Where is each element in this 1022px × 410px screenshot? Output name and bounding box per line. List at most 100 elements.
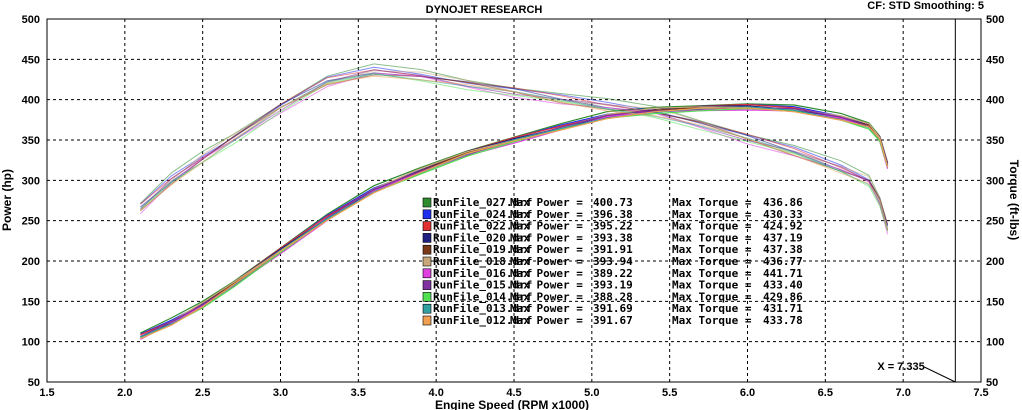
x-tick-label: 2.0	[117, 387, 132, 399]
y-axis-label-right: Torque (ft-lbs)	[1007, 160, 1021, 240]
legend-swatch	[422, 221, 432, 231]
legend-max-power: 395.22	[593, 220, 633, 233]
legend-max-torque: 437.38	[763, 243, 803, 256]
cursor-readout: X = 7.335	[877, 361, 924, 373]
y-tick-label-right: 150	[986, 296, 1004, 308]
legend-series-name: RunFile_027.drf	[433, 196, 532, 209]
legend-swatch	[422, 303, 432, 314]
legend-power-label: Max Power =	[510, 243, 583, 256]
y-tick-label-right: 50	[986, 377, 998, 389]
legend-torque-label: Max Torque =	[672, 208, 752, 221]
legend-max-torque: 441.71	[763, 267, 803, 280]
grid-lines	[47, 19, 981, 382]
legend-series-name: RunFile_012.drf	[433, 314, 532, 327]
legend-torque-label: Max Torque =	[672, 243, 752, 256]
legend-max-torque: 433.78	[763, 314, 803, 327]
legend-max-power: 400.73	[593, 196, 633, 209]
legend-max-power: 393.38	[593, 231, 633, 244]
legend-max-torque: 424.92	[763, 220, 803, 233]
legend-power-label: Max Power =	[510, 208, 583, 221]
legend-power-label: Max Power =	[510, 290, 583, 303]
legend-series-name: RunFile_015.drf	[433, 279, 532, 292]
legend-series-name: RunFile_022.drf	[433, 220, 532, 233]
legend-power-label: Max Power =	[510, 314, 583, 327]
torque-curve	[140, 72, 889, 235]
legend-power-label: Max Power =	[510, 267, 583, 280]
legend-power-label: Max Power =	[510, 255, 583, 268]
legend-swatch	[422, 292, 432, 302]
legend-series-name: RunFile_014.drf	[433, 290, 532, 303]
legend-torque-label: Max Torque =	[672, 255, 752, 268]
x-tick-label: 3.0	[273, 387, 288, 399]
cursor-marker[interactable]: X = 7.335	[877, 19, 956, 383]
y-tick-label-left: 200	[22, 256, 40, 268]
y-tick-label-left: 450	[22, 54, 40, 66]
x-tick-label: 5.0	[584, 387, 599, 399]
cursor-pointer	[924, 366, 956, 383]
x-tick-label: 2.5	[195, 387, 210, 399]
y-tick-label-right: 200	[986, 256, 1004, 268]
y-tick-label-left: 250	[22, 216, 40, 228]
y-axis-label-left: Power (hp)	[0, 169, 14, 231]
legend-max-power: 391.67	[593, 314, 633, 327]
y-tick-label-left: 50	[28, 377, 40, 389]
legend-torque-label: Max Torque =	[672, 314, 752, 327]
x-tick-label: 3.5	[351, 387, 366, 399]
x-axis-label: Engine Speed (RPM x1000)	[435, 398, 589, 410]
legend-torque-label: Max Torque =	[672, 290, 752, 303]
y-tick-label-left: 150	[22, 296, 40, 308]
legend-max-torque: 433.40	[763, 279, 803, 292]
legend-swatch	[422, 315, 432, 326]
legend-swatch	[422, 280, 432, 290]
x-tick-label: 4.5	[506, 387, 521, 399]
legend-max-torque: 430.33	[763, 208, 803, 221]
x-tick-label: 7.5	[973, 387, 988, 399]
x-tick-label: 4.0	[429, 387, 444, 399]
legend-power-label: Max Power =	[510, 220, 583, 233]
torque-curve	[140, 75, 889, 230]
legend-swatch	[422, 256, 432, 267]
x-tick-label: 5.5	[662, 387, 677, 399]
legend-max-power: 391.91	[593, 243, 633, 256]
legend-max-power: 393.94	[593, 255, 633, 268]
y-tick-label-right: 300	[986, 175, 1004, 187]
legend-power-label: Max Power =	[510, 279, 583, 292]
legend-max-power: 396.38	[593, 208, 633, 221]
y-tick-labels-left: 50 100 150 200 250 300 350 400 450 500	[22, 14, 40, 389]
legend-torque-label: Max Torque =	[672, 231, 752, 244]
legend-max-torque: 437.19	[763, 231, 803, 244]
legend-power-label: Max Power =	[510, 196, 583, 209]
legend-torque-label: Max Torque =	[672, 279, 752, 292]
legend-torque-label: Max Torque =	[672, 220, 752, 233]
y-tick-label-left: 500	[22, 14, 40, 26]
legend-series-name: RunFile_013.drf	[433, 302, 532, 315]
y-tick-label-left: 300	[22, 175, 40, 187]
legend-swatch	[422, 244, 432, 255]
legend-swatch	[422, 197, 432, 208]
y-tick-label-right: 400	[986, 95, 1004, 107]
legend-swatch	[422, 268, 432, 279]
legend-max-power: 389.22	[593, 267, 633, 280]
y-tick-labels-right: 50 100 150 200 250 300 350 400 450 500	[986, 14, 1004, 389]
y-tick-label-right: 350	[986, 135, 1004, 147]
legend-max-torque: 429.86	[763, 290, 803, 303]
legend-power-label: Max Power =	[510, 302, 583, 315]
x-tick-label: 1.5	[39, 387, 54, 399]
y-tick-label-right: 500	[986, 14, 1004, 26]
y-tick-label-right: 100	[986, 337, 1004, 349]
legend-series-name: RunFile_024.drf	[433, 208, 532, 221]
legend-torque-label: Max Torque =	[672, 267, 752, 280]
x-tick-labels: 1.5 2.0 2.5 3.0 3.5 4.0 4.5 5.0 5.5 6.0 6.5 7.0 7.5	[39, 387, 988, 399]
legend-swatch	[422, 209, 432, 220]
y-tick-label-left: 100	[22, 337, 40, 349]
legend-power-label: Max Power =	[510, 231, 583, 244]
chart-title: DYNOJET RESEARCH	[426, 4, 543, 16]
legend-max-torque: 436.77	[763, 255, 803, 268]
legend-max-power: 393.19	[593, 279, 633, 292]
legend-series-name: RunFile_016.drf	[433, 267, 532, 280]
y-tick-label-right: 450	[986, 54, 1004, 66]
legend-torque-label: Max Torque =	[672, 196, 752, 209]
legend-swatch	[422, 233, 432, 243]
x-tick-label: 6.5	[818, 387, 833, 399]
